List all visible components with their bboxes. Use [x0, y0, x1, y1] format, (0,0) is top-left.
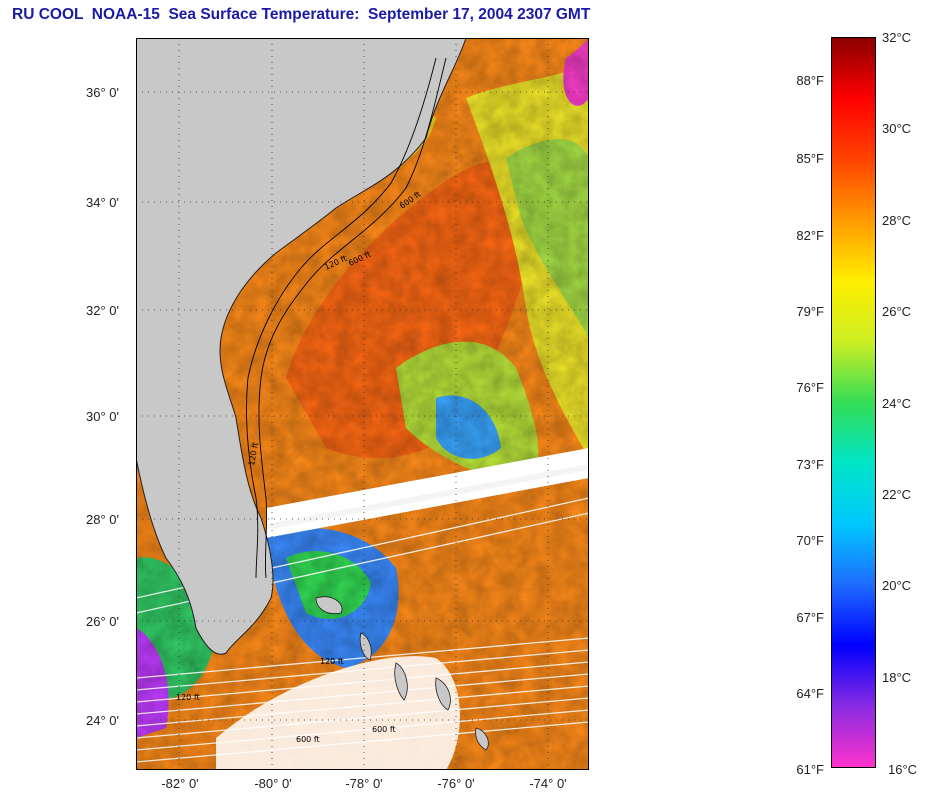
celsius-label: 18°C [882, 670, 912, 685]
graticule [136, 38, 589, 770]
lon-label: -82° 0' [161, 776, 199, 791]
isobath-label: 120 ft [247, 442, 260, 467]
lon-label: -80° 0' [254, 776, 292, 791]
celsius-label: 28°C [882, 213, 912, 228]
lon-label: -76° 0' [437, 776, 475, 791]
isobath-label: 120 ft [176, 693, 200, 702]
lat-label: 32° 0' [86, 303, 119, 318]
chart-title: RU COOL NOAA-15 Sea Surface Temperature:… [12, 6, 591, 23]
isobath-label: 600 ft [372, 725, 396, 734]
lon-label: -78° 0' [345, 776, 383, 791]
cloud-band-north [266, 448, 589, 538]
celsius-label: 22°C [882, 487, 912, 502]
celsius-label: 32°C [882, 30, 912, 45]
fahrenheit-label: 73°F [796, 457, 824, 472]
cloud-band-north-inner [266, 464, 589, 530]
land-mass [136, 38, 467, 655]
fahrenheit-label: 88°F [796, 73, 824, 88]
fahrenheit-label: 82°F [796, 228, 824, 243]
celsius-label: 24°C [882, 396, 912, 411]
sst-map-canvas[interactable]: 600 ft 120 ft 600 ft 120 ft 120 ft 600 f… [136, 38, 589, 770]
fahrenheit-label: 79°F [796, 304, 824, 319]
celsius-label: 30°C [882, 121, 912, 136]
lat-label: 36° 0' [86, 85, 119, 100]
fahrenheit-label: 64°F [796, 686, 824, 701]
celsius-label: 26°C [882, 304, 912, 319]
lat-label: 24° 0' [86, 713, 119, 728]
fahrenheit-label: 61°F [796, 762, 824, 777]
temperature-colorbar [831, 37, 876, 768]
lat-label: 30° 0' [86, 409, 119, 424]
fahrenheit-label: 67°F [796, 610, 824, 625]
lat-label: 34° 0' [86, 195, 119, 210]
fahrenheit-label: 70°F [796, 533, 824, 548]
isobath-label: 120 ft [320, 657, 344, 666]
fahrenheit-label: 85°F [796, 151, 824, 166]
lat-label: 26° 0' [86, 614, 119, 629]
isobath-label: 600 ft [296, 735, 320, 744]
map-border [136, 38, 589, 770]
lat-label: 28° 0' [86, 512, 119, 527]
sst-map[interactable]: 600 ft 120 ft 600 ft 120 ft 120 ft 600 f… [136, 38, 589, 770]
isobath-120ft [245, 57, 437, 579]
lon-label: -74° 0' [529, 776, 567, 791]
isobath-600ft [258, 57, 447, 579]
fahrenheit-label: 76°F [796, 380, 824, 395]
celsius-label: 20°C [882, 578, 912, 593]
bahamas-islands [315, 596, 489, 751]
celsius-label: 16°C [888, 762, 918, 777]
